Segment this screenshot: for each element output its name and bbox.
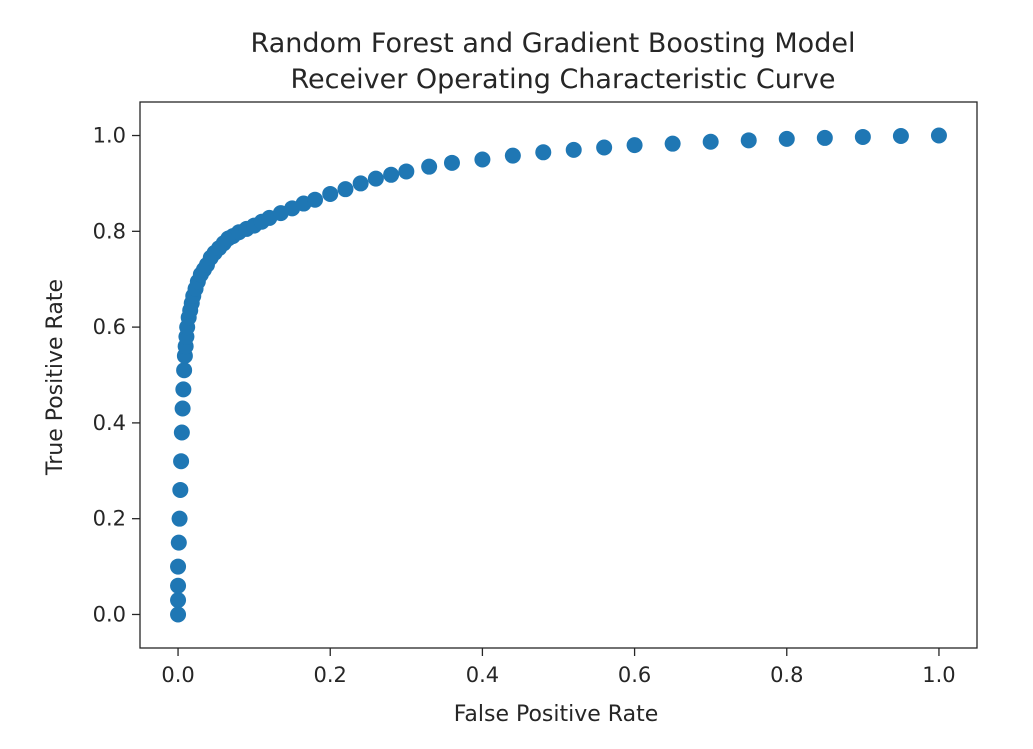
data-point [170, 534, 187, 551]
data-point [383, 166, 400, 183]
data-point [398, 163, 415, 180]
x-tick-label: 1.0 [922, 663, 955, 687]
y-tick-label: 0.8 [93, 219, 126, 243]
x-tick-label: 0.4 [466, 663, 499, 687]
chart-title-line-1: Random Forest and Gradient Boosting Mode… [251, 28, 856, 59]
x-tick-label: 0.6 [618, 663, 651, 687]
data-point [664, 135, 681, 152]
data-point [930, 127, 947, 144]
data-point [535, 144, 552, 161]
data-point [352, 175, 369, 192]
data-point [170, 577, 187, 594]
data-point [892, 128, 909, 145]
data-point [702, 133, 719, 150]
data-point [337, 181, 354, 198]
data-point [307, 191, 324, 208]
data-point [626, 137, 643, 154]
data-point [174, 400, 191, 417]
data-point [565, 141, 582, 158]
y-tick-label: 0.0 [93, 602, 126, 626]
y-axis-label: True Positive Rate [43, 279, 68, 476]
data-point [176, 362, 193, 379]
y-axis-ticks: 0.0 0.2 0.4 0.6 0.8 1.0 [93, 124, 140, 626]
plot-area-frame [139, 101, 978, 649]
scatter-points [170, 127, 947, 623]
data-point [367, 170, 384, 187]
data-point [175, 381, 192, 398]
data-point [173, 424, 190, 441]
y-tick-label: 0.2 [93, 507, 126, 531]
x-axis-label: False Positive Rate [454, 702, 658, 727]
chart-title-line-2: Receiver Operating Characteristic Curve [291, 64, 836, 95]
data-point [170, 606, 187, 623]
data-point [322, 185, 339, 202]
data-point [474, 151, 491, 168]
data-point [778, 130, 795, 147]
y-tick-label: 0.4 [93, 411, 126, 435]
data-point [171, 510, 188, 527]
data-point [170, 592, 187, 609]
data-point [170, 558, 187, 575]
x-tick-label: 0.2 [314, 663, 347, 687]
data-point [816, 129, 833, 146]
data-point [504, 147, 521, 164]
data-point [596, 139, 613, 156]
data-point [740, 132, 757, 149]
data-point [172, 481, 189, 498]
x-tick-label: 0.0 [161, 663, 194, 687]
data-point [854, 128, 871, 145]
data-point [421, 158, 438, 175]
x-tick-label: 0.8 [770, 663, 803, 687]
x-axis-ticks: 0.0 0.2 0.4 0.6 0.8 1.0 [161, 648, 956, 687]
chart-title: Random Forest and Gradient Boosting Mode… [251, 28, 856, 95]
data-point [443, 154, 460, 171]
y-tick-label: 0.6 [93, 315, 126, 339]
y-tick-label: 1.0 [93, 124, 126, 148]
data-point [173, 453, 190, 470]
